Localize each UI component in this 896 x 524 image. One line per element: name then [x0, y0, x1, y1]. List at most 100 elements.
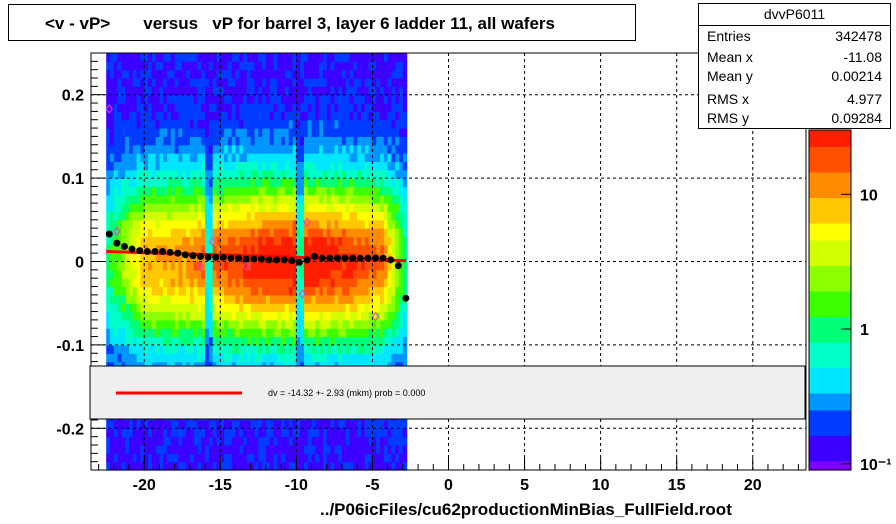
heat-cell	[322, 461, 328, 471]
heat-cell	[121, 286, 126, 296]
heat-cell	[330, 303, 335, 313]
heat-cell	[288, 144, 294, 154]
heat-cell	[399, 278, 404, 288]
heat-cell	[391, 161, 396, 171]
heat-cell	[243, 53, 248, 62]
heat-cell	[277, 69, 282, 79]
heat-cell	[159, 53, 164, 62]
heat-cell	[239, 294, 244, 304]
heat-cell	[273, 228, 278, 238]
heat-cell	[151, 444, 157, 454]
heat-cell	[288, 311, 294, 321]
heat-cell	[387, 436, 393, 446]
heat-cell	[269, 286, 275, 296]
heat-cell	[288, 461, 294, 471]
heat-cell	[231, 136, 237, 146]
heat-cell	[319, 61, 324, 71]
heat-cell	[399, 436, 404, 446]
heat-cell	[322, 186, 328, 196]
heat-cell	[349, 61, 355, 71]
heat-cell	[182, 419, 187, 429]
heat-cell	[402, 286, 408, 296]
heat-cell	[151, 78, 157, 87]
palette-cell	[809, 274, 851, 284]
heat-cell	[155, 453, 161, 463]
heat-cell	[201, 269, 206, 279]
heat-cell	[368, 453, 374, 463]
heat-cell	[148, 444, 153, 454]
heat-cell	[402, 353, 408, 363]
heat-cell	[189, 119, 195, 129]
heat-cell	[395, 269, 400, 279]
heat-cell	[125, 428, 130, 438]
heat-cell	[349, 328, 355, 338]
heat-cell	[174, 311, 180, 321]
heat-cell	[113, 128, 119, 137]
heat-cell	[311, 244, 316, 254]
frame-layer	[90, 52, 807, 471]
heat-cell	[273, 203, 278, 213]
heat-cell	[167, 78, 172, 87]
heat-cell	[300, 94, 305, 104]
heat-cell	[334, 236, 339, 246]
heat-cell	[380, 78, 385, 87]
heat-cell	[368, 61, 374, 71]
heat-cell	[246, 153, 252, 163]
heat-cell	[220, 211, 225, 221]
profile-point	[257, 255, 265, 263]
heat-cell	[144, 194, 149, 204]
heat-cell	[201, 436, 206, 446]
heat-cell	[113, 453, 119, 463]
heat-cell	[208, 203, 214, 213]
heat-cell	[189, 344, 195, 354]
heat-cell	[132, 453, 138, 463]
palette-cell	[809, 376, 851, 386]
stats-histogram-name: dvvP6011	[763, 6, 826, 22]
heat-cell	[391, 311, 396, 321]
heat-cell	[129, 228, 134, 238]
heat-cell	[193, 269, 199, 279]
heat-cell	[129, 253, 134, 263]
heat-cell	[216, 303, 221, 313]
heat-cell	[132, 353, 138, 363]
heat-cell	[277, 186, 282, 196]
heat-cell	[303, 244, 309, 254]
heat-cell	[224, 286, 229, 296]
heat-cell	[167, 236, 172, 246]
heat-cell	[224, 111, 229, 121]
heat-cell	[315, 211, 320, 221]
heat-cell	[391, 236, 396, 246]
palette-cell	[809, 130, 851, 140]
heat-cell	[265, 128, 271, 137]
heat-cell	[113, 278, 119, 288]
heat-cell	[322, 169, 328, 179]
heat-cell	[296, 311, 301, 321]
heat-cell	[243, 178, 248, 188]
heat-cell	[125, 178, 130, 188]
heat-cell	[121, 111, 126, 121]
title-box: <v - vP> versus vP for barrel 3, layer 6…	[8, 4, 636, 41]
heat-cell	[140, 61, 145, 71]
heat-cell	[326, 286, 332, 296]
heat-cell	[353, 261, 358, 271]
heat-cell	[136, 169, 142, 179]
heat-cell	[303, 311, 309, 321]
heat-cell	[391, 353, 396, 363]
heat-cell	[402, 128, 408, 137]
heat-cell	[224, 244, 229, 254]
heat-cell	[277, 336, 282, 346]
heat-cell	[307, 261, 313, 271]
heat-cell	[159, 319, 164, 329]
heat-cell	[330, 153, 335, 163]
heat-cell	[227, 444, 233, 454]
heat-cell	[201, 211, 206, 221]
heat-cell	[170, 194, 176, 204]
heat-cell	[254, 78, 259, 87]
heat-cell	[201, 119, 206, 129]
heat-cell	[163, 453, 168, 463]
heat-cell	[197, 211, 202, 221]
heat-cell	[189, 419, 195, 429]
heat-cell	[361, 461, 366, 471]
heat-cell	[174, 103, 180, 112]
heat-cell	[303, 94, 309, 104]
